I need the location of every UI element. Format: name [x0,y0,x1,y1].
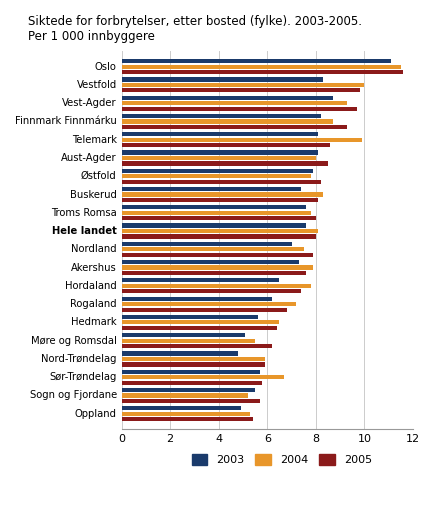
Bar [122,211,310,215]
Bar [122,137,361,142]
Bar [122,179,320,184]
Bar [122,284,310,288]
Text: Siktede for forbrytelser, etter bosted (fylke). 2003-2005.
Per 1 000 innbyggere: Siktede for forbrytelser, etter bosted (… [28,15,362,43]
Bar [122,297,272,301]
Bar [122,406,240,410]
Legend: 2003, 2004, 2005: 2003, 2004, 2005 [191,454,371,465]
Bar [122,143,330,148]
Bar [122,114,320,118]
Bar [122,151,318,155]
Bar [122,96,332,100]
Bar [122,101,347,105]
Bar [122,83,364,87]
Bar [122,205,306,209]
Bar [122,320,279,324]
Bar [122,70,402,74]
Bar [122,156,315,160]
Bar [122,370,260,374]
Bar [122,357,264,361]
Bar [122,169,312,173]
Bar [122,161,327,166]
Bar [122,132,318,136]
Bar [122,308,286,312]
Bar [122,344,272,348]
Bar [122,216,315,221]
Bar [122,78,322,82]
Bar [122,260,298,264]
Bar [122,393,247,397]
Bar [122,302,296,306]
Bar [122,412,250,416]
Bar [122,315,257,319]
Bar [122,234,315,239]
Bar [122,266,312,270]
Bar [122,125,347,129]
Bar [122,106,356,111]
Bar [122,339,255,343]
Bar [122,174,310,178]
Bar [122,187,301,191]
Bar [122,247,303,251]
Bar [122,119,332,124]
Bar [122,229,318,233]
Bar [122,388,255,392]
Bar [122,193,322,197]
Bar [122,252,312,257]
Bar [122,375,283,379]
Bar [122,198,318,202]
Bar [122,399,260,403]
Bar [122,271,306,275]
Bar [122,381,262,385]
Bar [122,59,390,63]
Bar [122,278,279,282]
Bar [122,224,306,228]
Bar [122,289,301,294]
Bar [122,363,264,367]
Bar [122,351,237,355]
Bar [122,333,245,337]
Bar [122,242,291,246]
Bar [122,88,359,92]
Bar [122,64,400,69]
Bar [122,326,276,330]
Bar [122,417,252,421]
